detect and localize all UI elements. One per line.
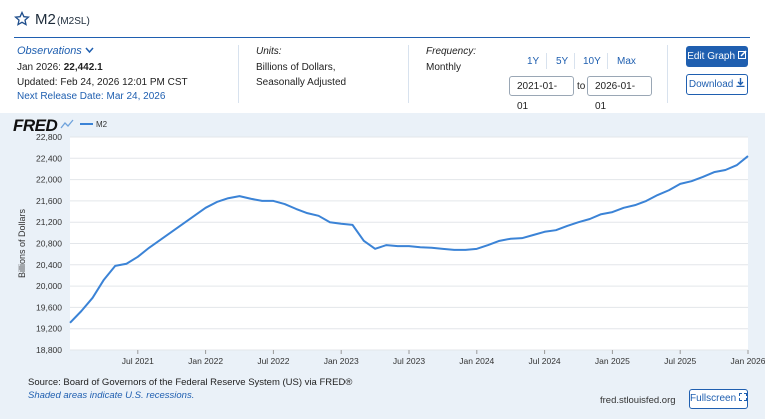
edit-graph-button[interactable]: Edit Graph (686, 46, 748, 67)
y-tick-label: 18,800 (36, 345, 62, 355)
y-tick-label: 22,400 (36, 153, 62, 163)
recession-note: Shaded areas indicate U.S. recessions. (28, 390, 194, 401)
y-tick-label: 19,600 (36, 302, 62, 312)
y-tick-label: 20,400 (36, 260, 62, 270)
observations-label[interactable]: Observations (17, 45, 82, 57)
units-line: Billions of Dollars, (256, 62, 335, 73)
legend-label: M2 (96, 120, 108, 129)
end-date-input[interactable]: 2026-01-01 (587, 76, 652, 96)
units-label: Units: (256, 46, 282, 57)
date-separator: to (577, 81, 585, 92)
x-tick-label: Jan 2025 (595, 356, 630, 366)
observation-date: Jan 2026: (17, 62, 61, 73)
fullscreen-label[interactable]: Fullscreen (690, 393, 736, 404)
site: fred.stlouisfed.org (600, 395, 676, 406)
edit-icon (738, 50, 747, 59)
separator (546, 53, 547, 69)
separator (607, 53, 608, 69)
latest-observation: Jan 2026: 22,442.1 (17, 62, 103, 73)
range-button[interactable]: 10Y (583, 56, 601, 67)
y-tick-label: 22,000 (36, 175, 62, 185)
header-rule (14, 37, 750, 38)
series-id: (M2SL) (57, 16, 90, 27)
x-tick-label: Jul 2024 (529, 356, 561, 366)
x-tick-label: Jan 2026 (731, 356, 765, 366)
download-label[interactable]: Download (689, 79, 733, 90)
separator (408, 45, 409, 103)
separator (574, 53, 575, 69)
observation-value: 22,442.1 (64, 62, 103, 73)
range-button[interactable]: 1Y (527, 56, 539, 67)
y-tick-label: 20,000 (36, 281, 62, 291)
x-tick-label: Jan 2024 (459, 356, 494, 366)
range-button[interactable]: 5Y (556, 56, 568, 67)
y-tick-label: 21,600 (36, 196, 62, 206)
favorite-star[interactable] (14, 11, 30, 27)
chart: 18,800 19,200 19,600 20,000 20,400 20,800 21,2… (0, 113, 765, 419)
separator (238, 45, 239, 103)
edit-graph-label[interactable]: Edit Graph (687, 51, 735, 62)
y-tick-label: 21,200 (36, 217, 62, 227)
x-tick-label: Jul 2021 (122, 356, 154, 366)
updated: Updated: Feb 24, 2026 12:01 PM CST (17, 77, 188, 88)
x-tick-label: Jul 2023 (393, 356, 425, 366)
units-line: Seasonally Adjusted (256, 77, 346, 88)
fullscreen-icon (739, 393, 747, 401)
observations-toggle[interactable]: Observations (17, 45, 94, 57)
y-tick-label: 20,800 (36, 239, 62, 249)
chevron (85, 47, 94, 54)
x-tick-label: Jan 2022 (188, 356, 223, 366)
separator (667, 45, 668, 103)
x-tick-label: Jan 2023 (324, 356, 359, 366)
range-button[interactable]: Max (617, 56, 636, 67)
next-release[interactable]: Next Release Date: Mar 24, 2026 (17, 91, 165, 102)
y-tick-label: 22,800 (36, 132, 62, 142)
source: Source: Board of Governors of the Federa… (28, 377, 352, 388)
y-tick-label: 19,200 (36, 324, 62, 334)
frequency-label: Frequency: (426, 46, 476, 57)
frequency-value: Monthly (426, 62, 461, 73)
x-tick-label: Jul 2022 (257, 356, 289, 366)
start-date-input[interactable]: 2021-01-01 (509, 76, 574, 96)
y-axis-label: Billions of Dollars (17, 208, 27, 278)
x-tick-label: Jul 2025 (664, 356, 696, 366)
download-button[interactable]: Download (686, 74, 748, 95)
series-title: M2 (35, 11, 56, 28)
fullscreen-button[interactable]: Fullscreen (689, 389, 748, 409)
download-icon (736, 78, 745, 87)
